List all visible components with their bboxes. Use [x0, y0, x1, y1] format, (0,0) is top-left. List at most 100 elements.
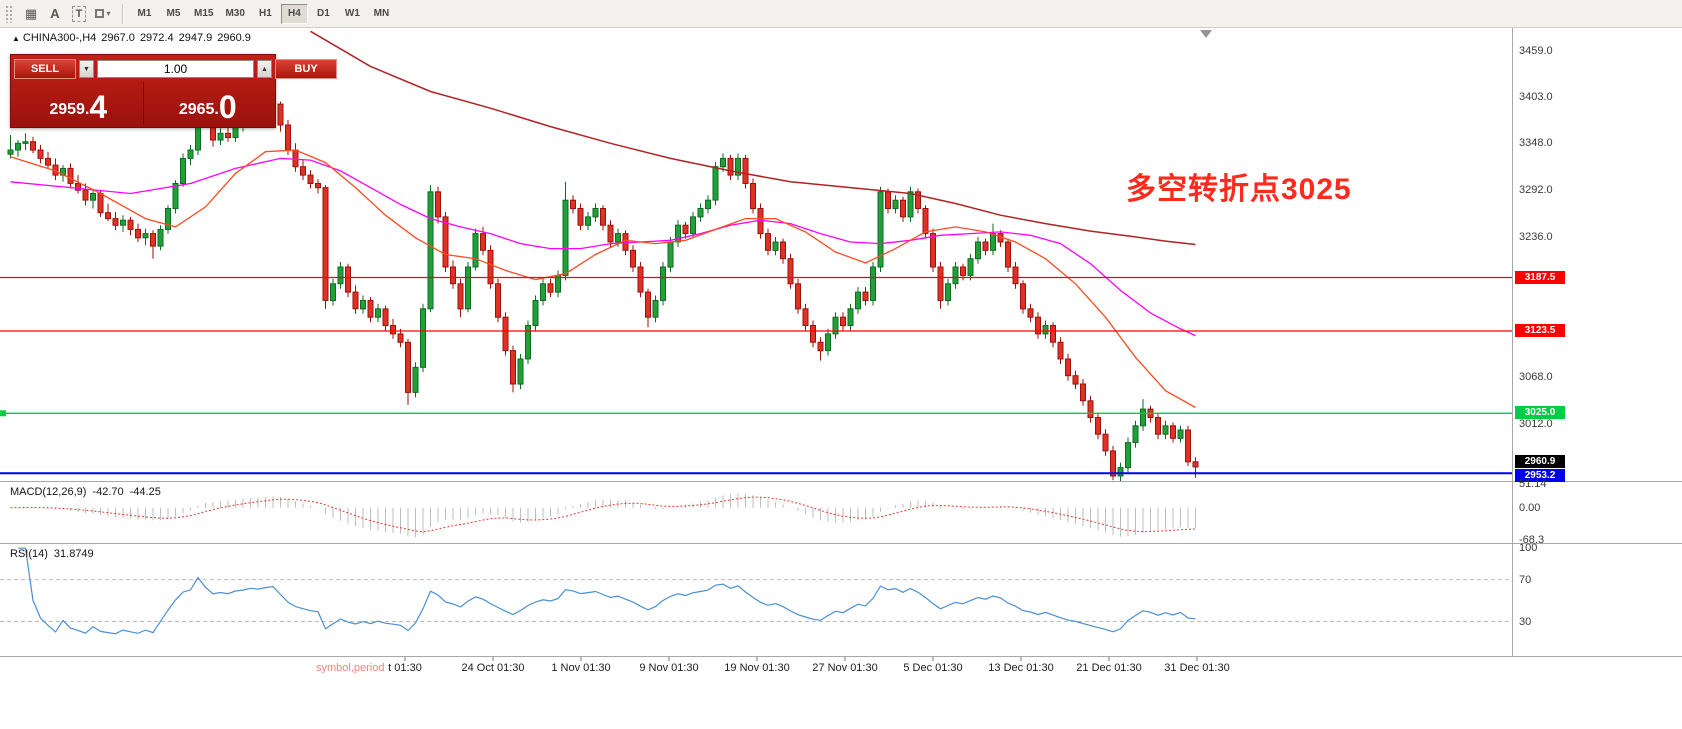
candle-body [427, 191, 434, 310]
chart-annotation-text: 多空转折点3025 [1126, 173, 1352, 206]
candle-body [900, 199, 906, 218]
candle-body [1162, 425, 1169, 435]
timeframe-button-h4[interactable]: H4 [280, 3, 308, 24]
candle-body [847, 308, 854, 326]
candle-body [990, 233, 996, 251]
candle-body [97, 193, 104, 214]
candle-body [735, 157, 741, 176]
candle-body [712, 166, 719, 201]
volume-increase-button[interactable]: ▲ [257, 60, 272, 78]
candle-body [105, 212, 111, 220]
candle-body [637, 266, 644, 293]
candle-body [172, 183, 179, 210]
price-divider [142, 82, 144, 124]
ohlc-open: 2967.0 [101, 32, 135, 44]
candle-body [772, 241, 779, 251]
buy-button[interactable]: BUY [275, 59, 337, 79]
rsi-layer [0, 547, 1512, 635]
candle-body [112, 218, 119, 226]
chevron-down-icon: ▾ [106, 9, 111, 18]
volume-input[interactable] [97, 60, 254, 78]
candle-body [187, 149, 194, 159]
text-annotation-icon[interactable]: A [50, 6, 60, 21]
candle-body [915, 191, 921, 210]
candle-body [1177, 429, 1184, 439]
candle-body [952, 266, 959, 285]
timeframe-button-mn[interactable]: MN [373, 8, 390, 19]
candle-body [667, 241, 674, 268]
candle-body [420, 308, 426, 368]
candle-body [1072, 375, 1079, 385]
timeframe-button-m15[interactable]: M15 [194, 8, 214, 19]
sell-price-display[interactable]: 2959. 4 [14, 82, 143, 124]
candle-body [82, 189, 89, 201]
candle-body [840, 316, 846, 327]
candle-body [7, 149, 14, 155]
candle-body [75, 183, 81, 191]
toolbar-grip[interactable] [5, 4, 14, 23]
candle-body [450, 266, 456, 285]
candle-body [810, 325, 816, 343]
macd-title: MACD(12,26,9) [10, 486, 87, 498]
candle-body [225, 132, 231, 139]
text-label-glyph: T [71, 5, 87, 22]
candle-body [480, 233, 486, 251]
buy-price-main: 2965. [178, 101, 219, 118]
macd-layer [10, 493, 1196, 537]
macd-value-2: -44.25 [129, 486, 161, 498]
candle-body [285, 124, 291, 151]
chart-grid-icon[interactable]: ▦ [24, 5, 38, 21]
timeframe-button-h1[interactable]: H1 [259, 8, 272, 19]
candle-body [135, 228, 141, 239]
timeframe-button-m1[interactable]: M1 [137, 8, 152, 19]
candle-body [975, 241, 981, 260]
candle-body [15, 142, 21, 151]
sell-price-main: 2959. [49, 101, 90, 118]
candle-body [967, 258, 974, 276]
candle-body [90, 193, 96, 201]
candle-body [300, 166, 306, 176]
hline-end-marker[interactable] [0, 410, 6, 417]
timeframe-button-w1[interactable]: W1 [344, 8, 360, 19]
candle-body [607, 224, 614, 243]
candle-body [525, 325, 531, 360]
candle-body [690, 216, 696, 235]
candle-body [592, 208, 599, 218]
timeframe-button-m30[interactable]: M30 [225, 8, 245, 19]
ohlc-close: 2960.9 [217, 32, 251, 44]
buy-price-big-digit: 0 [218, 89, 237, 126]
candle-body [1140, 408, 1146, 427]
shapes-icon[interactable]: ▾ [91, 3, 115, 25]
candle-body [127, 219, 134, 230]
sell-button[interactable]: SELL [14, 59, 76, 79]
timeframe-button-m5[interactable]: M5 [166, 8, 181, 19]
buy-price-display[interactable]: 2965. 0 [144, 82, 273, 124]
candle-body [780, 241, 786, 260]
candle-body [630, 249, 636, 268]
volume-decrease-button[interactable]: ▼ [79, 60, 94, 78]
candle-body [532, 300, 539, 327]
candles-layer[interactable] [7, 76, 1199, 482]
candle-body [157, 228, 164, 247]
candle-body [1012, 266, 1019, 285]
text-label-icon[interactable]: T [67, 3, 91, 25]
candle-body [45, 157, 51, 166]
candle-body [937, 266, 944, 301]
chart-shift-marker-icon[interactable] [1200, 30, 1212, 38]
ma-slow-line [310, 30, 1196, 246]
candle-body [510, 350, 516, 385]
ohlc-high: 2972.4 [139, 32, 174, 44]
candle-body [517, 358, 524, 385]
rsi-title: RSI(14) [10, 548, 48, 560]
candle-body [562, 199, 569, 276]
timeframe-button-d1[interactable]: D1 [317, 8, 330, 19]
candle-body [862, 291, 869, 302]
candle-body [570, 199, 576, 210]
toolbar-separator [122, 3, 123, 24]
candle-body [472, 233, 479, 268]
candle-body [885, 191, 891, 210]
candle-body [802, 308, 809, 326]
candle-body [1095, 417, 1101, 435]
candle-body [1005, 241, 1011, 268]
